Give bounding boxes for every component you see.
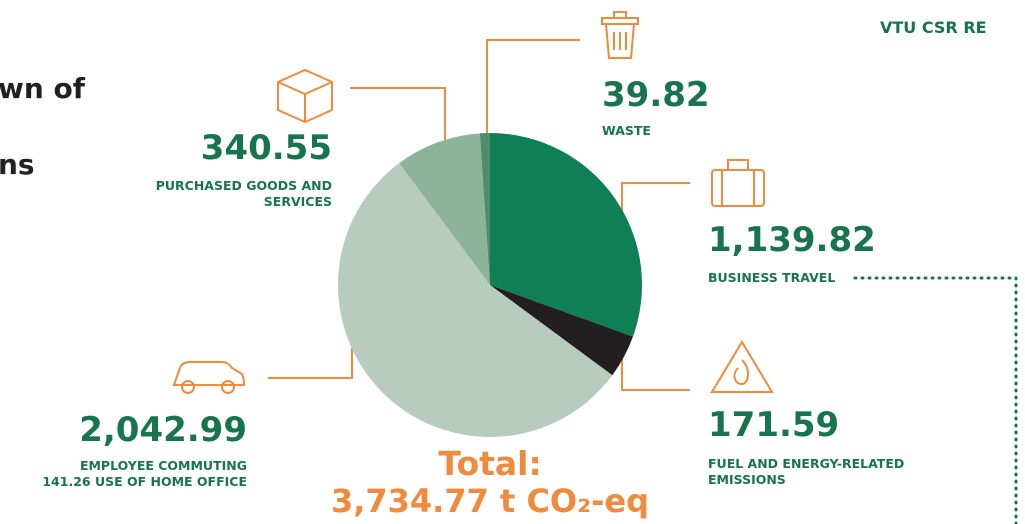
pie-slice bbox=[399, 133, 490, 285]
category-label: BUSINESS TRAVEL bbox=[708, 270, 836, 285]
total-value: 3,734.77 t CO₂-eq bbox=[330, 482, 650, 520]
icons bbox=[172, 11, 774, 394]
annotation: 141.26 USE OF HOME OFFICE bbox=[42, 474, 247, 489]
value-label: 39.82 bbox=[602, 75, 710, 115]
value-label: 1,139.82 bbox=[708, 220, 876, 260]
category-label: EMPLOYEE COMMUTING bbox=[79, 458, 247, 473]
category-label: FUEL AND ENERGY-RELATED EMISSIONS bbox=[708, 456, 905, 487]
category-label: WASTE bbox=[602, 123, 651, 138]
header: VTU CSR RE bbox=[880, 18, 987, 37]
value-label: 340.55 bbox=[200, 128, 332, 168]
value-label: 2,042.99 bbox=[79, 410, 247, 450]
pie-slice bbox=[490, 133, 642, 337]
total-label: Total: bbox=[438, 444, 542, 483]
pie-slice bbox=[490, 285, 633, 376]
pie-slice bbox=[479, 133, 490, 285]
pie-slice bbox=[337, 163, 613, 438]
dotted-guide bbox=[853, 276, 1018, 524]
title-fragment: wn of bbox=[0, 72, 85, 105]
category-label: PURCHASED GOODS AND SERVICES bbox=[155, 178, 332, 209]
value-label: 171.59 bbox=[708, 405, 840, 445]
title-fragment: ns bbox=[0, 148, 35, 181]
